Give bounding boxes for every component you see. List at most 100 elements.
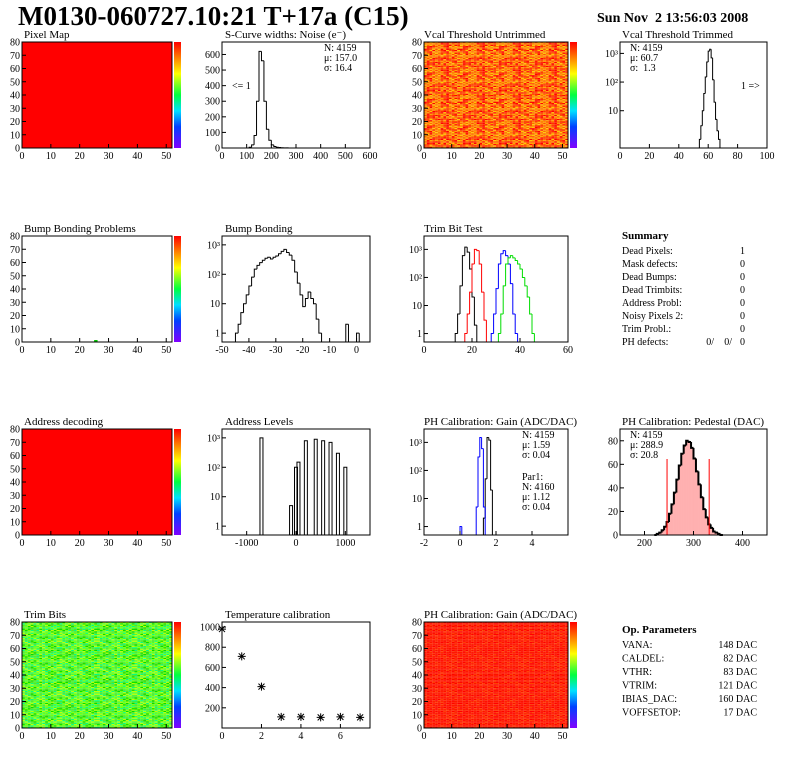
heatmap-area: [424, 622, 568, 728]
panel-title: PH Calibration: Pedestal (DAC): [622, 416, 764, 428]
y-tick-label: 300: [205, 97, 220, 108]
hist-bin: [481, 437, 484, 450]
plot-frame: [221, 235, 371, 343]
stat-line: σ: 16.4: [324, 63, 352, 74]
hist-bin: [261, 259, 266, 263]
hist-bin: [251, 144, 255, 148]
x-tick-label: 10: [447, 731, 457, 742]
page-title: M0130-060727.10:21 T+17a (C15): [18, 1, 409, 31]
x-tick-label: 200: [264, 151, 279, 162]
y-tick-label: 10: [412, 130, 422, 141]
y-tick-label: 0: [15, 724, 20, 735]
panel-title: Bump Bonding: [225, 223, 293, 235]
hist-bin: [318, 319, 322, 334]
x-tick-label: 50: [161, 538, 171, 549]
summary-label: Mask defects:: [622, 259, 678, 270]
x-tick-label: 400: [735, 538, 750, 549]
x-tick-label: 200: [637, 538, 652, 549]
panel-title: Address Levels: [225, 416, 293, 428]
x-tick-label: 10: [46, 731, 56, 742]
spike: [313, 438, 318, 535]
spike: [294, 466, 298, 535]
panel-title: Trim Bits: [24, 609, 66, 621]
color-palette: [174, 622, 181, 728]
hist-bin: [710, 49, 713, 59]
hist-bin: [469, 252, 472, 270]
hist-bin: [531, 313, 535, 335]
hist-bin: [717, 532, 721, 535]
y-tick-label: 0: [215, 144, 220, 155]
summary-label: Dead Trimbits:: [622, 285, 682, 296]
hist-bin: [478, 250, 482, 265]
stat-line: μ: 1.12: [522, 492, 550, 503]
x-tick-label: 30: [104, 151, 114, 162]
y-tick-label: 20: [608, 507, 618, 518]
x-tick-label: 50: [161, 731, 171, 742]
hist-bin: [497, 263, 501, 289]
y-tick-label: 10: [10, 130, 20, 141]
color-palette: [570, 42, 577, 148]
x-tick-label: 300: [686, 538, 701, 549]
stat-line: σ: 0.04: [522, 450, 550, 461]
hist-bin: [505, 250, 508, 257]
y-tick-label: 800: [205, 643, 220, 654]
x-tick-label: 30: [104, 731, 114, 742]
hist-bin: [692, 447, 696, 460]
y-tick-label: 1: [215, 329, 220, 340]
point: [237, 652, 246, 661]
summary-label: PH defects:: [622, 337, 668, 348]
y-tick-label: 200: [205, 703, 220, 714]
heatmap-area: [22, 622, 172, 728]
x-tick-label: 4: [530, 538, 535, 549]
hist-bin: [296, 271, 301, 284]
hist-bin: [660, 529, 665, 533]
hist-bin: [269, 257, 274, 260]
y-tick-label: 10: [210, 299, 220, 310]
y-tick-label: 30: [412, 104, 422, 115]
y-tick-label: 50: [10, 77, 20, 88]
hist-bin: [272, 256, 276, 260]
spike: [328, 441, 333, 535]
hist-bin: [253, 268, 257, 278]
x-tick-label: 0: [458, 538, 463, 549]
color-palette: [174, 429, 181, 535]
hist-bin: [482, 448, 486, 508]
op-value: 83 DAC: [723, 667, 757, 678]
y-tick-label: 1: [417, 329, 422, 340]
op-value: 82 DAC: [723, 654, 757, 665]
y-tick-label: 0: [417, 144, 422, 155]
op-value: 17 DAC: [723, 708, 757, 719]
hist-bin: [464, 333, 468, 342]
hist-bin: [714, 531, 718, 534]
summary-label: Dead Bumps:: [622, 272, 677, 283]
op-label: VTHR:: [622, 667, 652, 678]
hot-pixel: [94, 340, 98, 342]
hist-bin: [529, 297, 532, 315]
x-tick-label: 10: [447, 151, 457, 162]
summary-label: Trim Probl.:: [622, 324, 671, 335]
y-tick-label: 80: [10, 38, 20, 49]
op-label: VOFFSETOP:: [622, 708, 681, 719]
y-tick-label: 1: [417, 522, 422, 533]
hist-bin: [473, 248, 477, 265]
x-tick-label: 40: [132, 151, 142, 162]
hist-bin: [690, 441, 694, 449]
summary-label: Address Probl:: [622, 298, 682, 309]
heatmap-area: [424, 42, 568, 148]
x-tick-label: 0: [422, 151, 427, 162]
y-tick-label: 20: [412, 117, 422, 128]
y-tick-label: 500: [205, 66, 220, 77]
y-tick-label: 100: [205, 128, 220, 139]
hist-bin: [712, 57, 715, 81]
y-tick-label: 10: [210, 492, 220, 503]
y-tick-label: 10³: [207, 240, 220, 251]
hist-bin: [454, 333, 458, 342]
summary-value: 0: [740, 311, 745, 322]
spike: [296, 461, 301, 535]
hist-fill: [681, 453, 684, 536]
x-tick-label: 80: [733, 151, 743, 162]
y-tick-label: 10: [412, 494, 422, 505]
point: [356, 713, 365, 722]
y-tick-label: 60: [10, 644, 20, 655]
